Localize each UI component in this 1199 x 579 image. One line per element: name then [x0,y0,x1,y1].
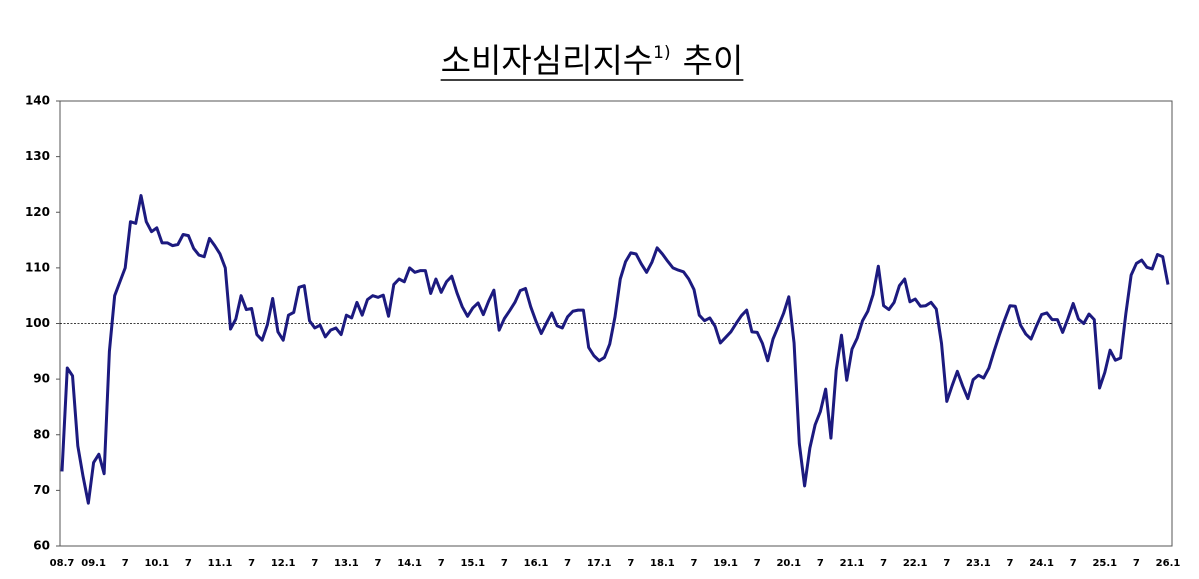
x-tick-label: 7 [311,558,318,569]
y-tick-label: 90 [33,372,50,386]
y-tick-label: 130 [25,149,50,163]
title-note: 1) [653,43,670,63]
y-tick-label: 60 [33,539,50,553]
y-tick-label: 110 [25,260,50,274]
x-tick-label: 7 [627,558,634,569]
x-tick-label: 7 [880,558,887,569]
y-tick-label: 70 [33,483,50,497]
x-tick-label: 7 [691,558,698,569]
x-tick-label: 10.1 [144,558,169,569]
x-tick-label: 7 [122,558,129,569]
x-tick-label: 24.1 [1029,558,1054,569]
x-tick-label: 7 [1070,558,1077,569]
title-rest: 추이 [683,41,744,80]
x-tick-label: 23.1 [966,558,991,569]
x-tick-label: 7 [564,558,571,569]
x-tick-label: 7 [754,558,761,569]
x-tick-label: 7 [943,558,950,569]
y-tick-label: 80 [33,427,50,441]
x-tick-label: 7 [1133,558,1140,569]
x-tick-label: 7 [185,558,192,569]
x-tick-label: 21.1 [840,558,865,569]
x-tick-label: 26.1 [1156,558,1181,569]
x-tick-label: 13.1 [334,558,359,569]
x-tick-label: 16.1 [524,558,549,569]
x-tick-label: 22.1 [903,558,928,569]
x-tick-label: 19.1 [713,558,738,569]
x-tick-label: 7 [501,558,508,569]
y-tick-label: 120 [25,205,50,219]
x-tick-label: 17.1 [587,558,612,569]
chart-title: 소비자심리지수1) 추이 [441,41,744,80]
x-tick-label: 25.1 [1092,558,1117,569]
x-tick-label: 15.1 [460,558,485,569]
x-tick-label: 11.1 [208,558,233,569]
x-tick-label: 7 [375,558,382,569]
x-tick-label: 08.7 [50,558,75,569]
x-tick-label: 7 [817,558,824,569]
x-tick-label: 7 [248,558,255,569]
x-tick-label: 12.1 [271,558,296,569]
title-main: 소비자심리지수 [441,41,654,80]
x-tick-label: 7 [438,558,445,569]
data-line [60,194,1170,505]
x-tick-label: 14.1 [397,558,422,569]
x-tick-label: 09.1 [81,558,106,569]
x-tick-label: 7 [1007,558,1014,569]
x-tick-label: 18.1 [650,558,675,569]
x-tick-label: 20.1 [776,558,801,569]
y-tick-label: 140 [25,94,50,108]
y-tick-label: 100 [25,316,50,330]
